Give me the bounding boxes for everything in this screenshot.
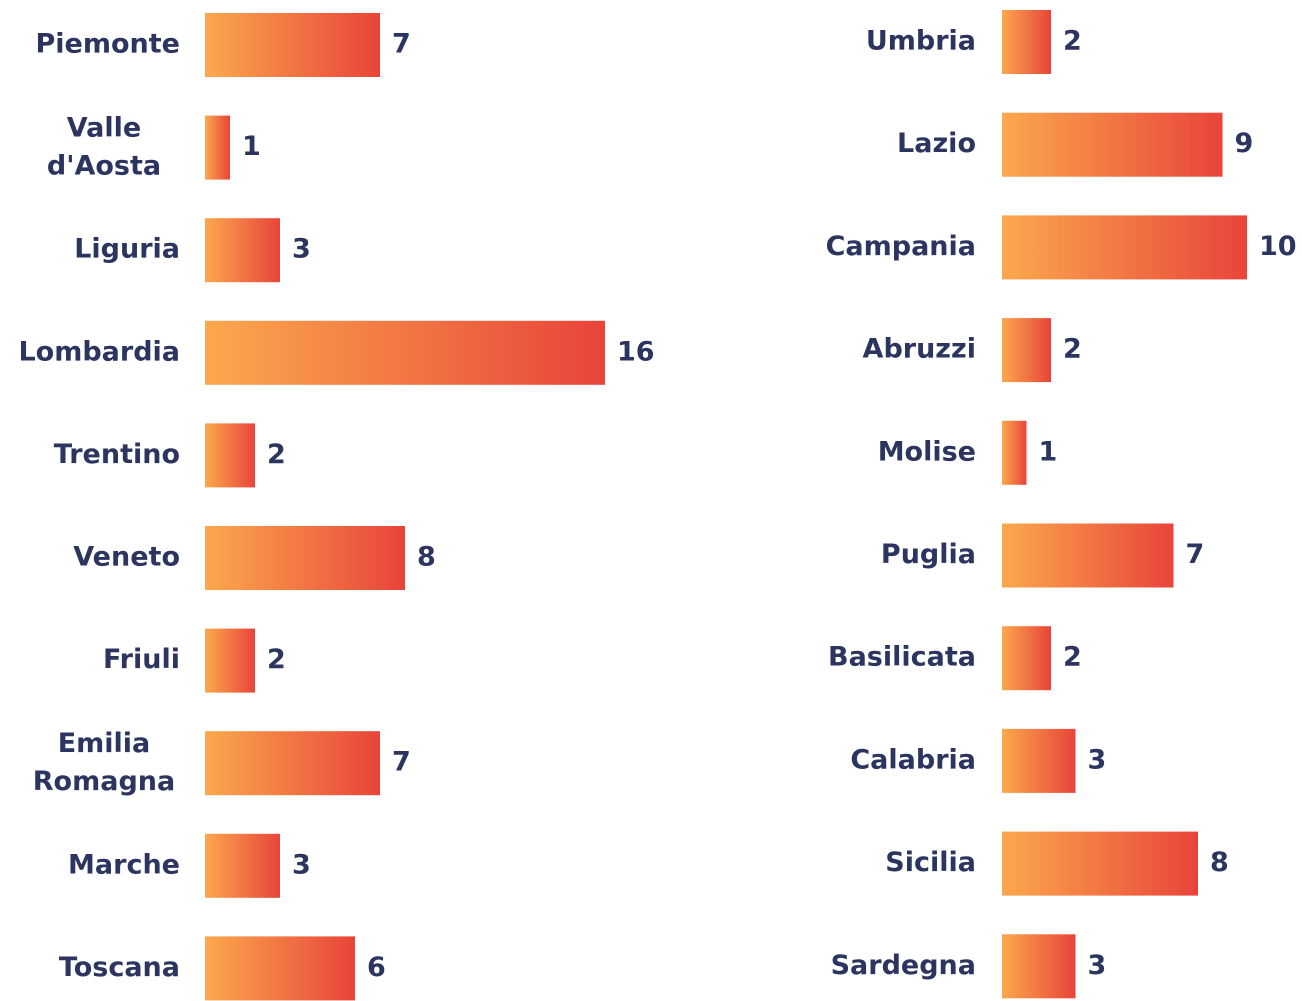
category-label: Valle d'Aosta (47, 112, 161, 181)
value-label: 2 (1063, 334, 1082, 365)
category-label: Puglia (881, 539, 976, 570)
bar (205, 423, 255, 488)
category-label: Veneto (73, 542, 180, 573)
value-label: 2 (1063, 26, 1082, 57)
value-label: 3 (292, 234, 311, 265)
value-label: 16 (617, 336, 655, 367)
bar (1002, 215, 1247, 280)
category-label: Toscana (59, 952, 180, 983)
value-label: 6 (367, 952, 386, 983)
category-label: Lombardia (18, 336, 180, 367)
bar (1002, 728, 1076, 793)
value-label: 7 (392, 747, 411, 778)
value-label: 2 (267, 439, 286, 470)
bar (205, 13, 380, 77)
bar (1002, 112, 1223, 177)
category-label: Marche (68, 849, 180, 880)
value-label: 7 (392, 29, 411, 60)
bar (1002, 420, 1027, 485)
bar (1002, 626, 1051, 691)
bar (205, 218, 280, 283)
category-label: Liguria (74, 234, 180, 265)
value-label: 8 (1210, 847, 1229, 878)
value-label: 3 (1088, 744, 1107, 775)
value-label: 8 (417, 542, 436, 573)
bar (1002, 10, 1051, 74)
bar (1002, 934, 1076, 999)
value-label: 2 (267, 644, 286, 675)
category-label: Calabria (850, 744, 976, 775)
category-label: Molise (878, 436, 976, 467)
category-label: Umbria (866, 26, 976, 57)
bar (205, 833, 280, 898)
category-label: Basilicata (828, 642, 976, 673)
value-label: 2 (1063, 642, 1082, 673)
category-label: Trentino (54, 439, 180, 470)
bar (1002, 318, 1051, 383)
bar (205, 936, 355, 1001)
category-label: Lazio (897, 128, 976, 159)
bar (205, 320, 605, 385)
category-label: Campania (826, 231, 976, 262)
value-label: 3 (1088, 950, 1107, 981)
value-label: 10 (1259, 231, 1297, 262)
bar (205, 526, 405, 590)
category-label: Piemonte (36, 29, 180, 60)
category-label: Sicilia (885, 847, 976, 878)
value-label: 1 (242, 131, 261, 162)
value-label: 3 (292, 849, 311, 880)
value-label: 1 (1039, 436, 1058, 467)
category-label: Friuli (103, 644, 180, 675)
bar (1002, 523, 1174, 588)
bar (205, 115, 230, 180)
bar (1002, 831, 1198, 896)
category-label: Abruzzi (863, 334, 976, 365)
bar (205, 628, 255, 693)
category-label: Sardegna (831, 950, 976, 981)
bar (205, 731, 380, 796)
value-label: 9 (1235, 128, 1254, 159)
value-label: 7 (1186, 539, 1205, 570)
category-label: Emilia Romagna (33, 728, 175, 797)
